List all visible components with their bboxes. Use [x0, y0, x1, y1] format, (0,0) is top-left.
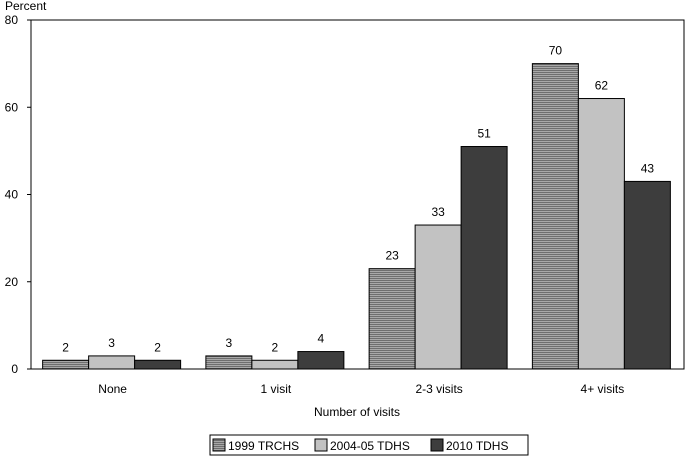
bar: [205, 355, 253, 370]
legend-label: 2010 TDHS: [446, 439, 508, 453]
bar-value-label: 3: [108, 336, 115, 350]
x-axis-label: Number of visits: [314, 405, 400, 419]
bar-value-label: 70: [549, 44, 563, 58]
y-tick-label: 80: [5, 13, 19, 27]
legend-label: 1999 TRCHS: [228, 439, 299, 453]
bar: [623, 180, 671, 370]
x-tick-label: 1 visit: [261, 382, 292, 396]
bar: [368, 268, 416, 370]
y-axis: 0 20 40 60 80: [5, 13, 31, 376]
x-tick-label: 2-3 visits: [415, 382, 462, 396]
legend-box: [209, 434, 529, 456]
y-tick-label: 0: [11, 362, 18, 376]
bar-value-label: 2: [272, 340, 279, 354]
x-tick-label: 4+ visits: [581, 382, 625, 396]
y-tick-label: 40: [5, 188, 19, 202]
bar: [297, 351, 345, 370]
bar: [251, 359, 299, 370]
x-axis: None 1 visit 2-3 visits 4+ visits: [98, 382, 624, 396]
bar: [42, 359, 90, 370]
bar-value-label: 4: [318, 332, 325, 346]
y-tick-label: 60: [5, 100, 19, 114]
bar-value-label: 2: [154, 340, 161, 354]
bar: [460, 146, 508, 370]
legend-label: 2004-05 TDHS: [330, 439, 410, 453]
legend-swatch: [314, 438, 328, 452]
bar: [134, 359, 182, 370]
bar-value-label: 2: [62, 340, 69, 354]
bar: [414, 224, 462, 370]
legend-swatch: [212, 438, 226, 452]
y-tick-label: 20: [5, 275, 19, 289]
bar: [577, 98, 625, 370]
x-tick-label: None: [98, 382, 127, 396]
legend: 1999 TRCHS 2004-05 TDHS 2010 TDHS: [209, 434, 529, 456]
bar-value-label: 62: [595, 79, 609, 93]
bar-value-label: 3: [226, 336, 233, 350]
legend-swatch: [430, 438, 444, 452]
bar-value-label: 43: [641, 161, 655, 175]
bar-value-label: 33: [431, 205, 445, 219]
bar: [88, 355, 136, 370]
bar: [531, 63, 579, 370]
bar-value-label: 51: [477, 127, 491, 141]
bar-value-label: 23: [385, 249, 399, 263]
y-axis-label: Percent: [5, 0, 47, 13]
